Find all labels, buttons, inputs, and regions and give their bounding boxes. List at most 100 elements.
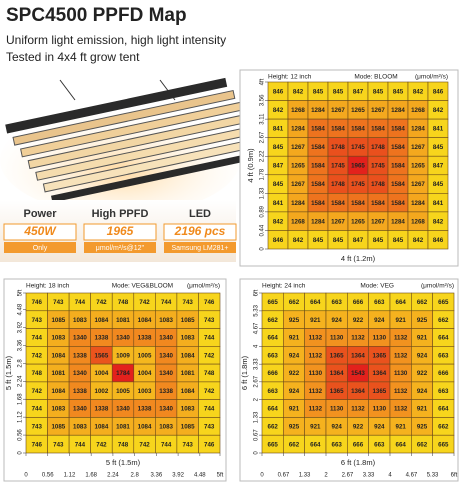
cell-label: 924 xyxy=(332,423,343,430)
cell-label: 743 xyxy=(183,299,194,306)
cell-label: 742 xyxy=(139,299,150,306)
cell-label: 1083 xyxy=(73,423,87,430)
height-label: Height: 18 inch xyxy=(26,283,70,290)
title: SPC4500 PPFD Map xyxy=(6,5,187,26)
cell-label: 1081 xyxy=(116,423,130,430)
cell-label: 748 xyxy=(118,299,129,306)
cell-label: 746 xyxy=(204,441,215,448)
cell-label: 744 xyxy=(161,299,172,306)
cell-label: 1340 xyxy=(116,406,130,413)
spec-note: Only xyxy=(33,245,48,252)
cell-label: 1365 xyxy=(330,352,344,359)
y-tick-label: 4.67 xyxy=(254,322,260,334)
cell-label: 842 xyxy=(413,237,424,244)
spec-label: Power xyxy=(23,208,57,220)
cell-label: 924 xyxy=(332,317,343,324)
cell-label: 662 xyxy=(289,299,300,306)
cell-label: 1584 xyxy=(391,163,405,170)
x-tick-label: 5ft xyxy=(217,473,224,479)
cell-label: 1340 xyxy=(73,335,87,342)
y-tick-label: 2.8 xyxy=(18,359,24,368)
cell-label: 742 xyxy=(204,352,215,359)
cell-label: 922 xyxy=(417,370,428,377)
cell-label: 1584 xyxy=(351,200,365,207)
cell-label: 1338 xyxy=(138,406,152,413)
cell-label: 746 xyxy=(204,299,215,306)
y-tick-label: 3.92 xyxy=(18,321,24,333)
cell-label: 1009 xyxy=(116,352,130,359)
y-tick-label: 0.67 xyxy=(254,429,260,441)
cell-label: 744 xyxy=(32,335,43,342)
cell-label: 664 xyxy=(310,441,321,448)
spec-note-bar xyxy=(84,242,156,253)
cell-label: 924 xyxy=(417,388,428,395)
cell-label: 924 xyxy=(289,388,300,395)
cell-label: 1543 xyxy=(351,370,365,377)
cell-label: 1132 xyxy=(309,352,323,359)
cell-label: 1130 xyxy=(309,370,323,377)
cell-label: 1284 xyxy=(411,126,425,133)
spec-note-bar xyxy=(4,242,76,253)
cell-label: 1084 xyxy=(138,317,152,324)
cell-label: 1083 xyxy=(51,406,65,413)
cell-label: 666 xyxy=(353,441,364,448)
cell-label: 921 xyxy=(417,335,428,342)
cell-label: 1132 xyxy=(394,388,408,395)
cell-label: 1284 xyxy=(411,200,425,207)
cell-label: 841 xyxy=(273,126,284,133)
mode-label: Mode: VEG&BLOOM xyxy=(112,283,173,290)
x-tick-label: 2.24 xyxy=(107,473,119,479)
cell-label: 1584 xyxy=(311,163,325,170)
cell-label: 1584 xyxy=(331,200,345,207)
cell-label: 1284 xyxy=(311,218,325,225)
cell-label: 1081 xyxy=(116,317,130,324)
y-tick-label: 3.11 xyxy=(260,113,266,125)
cell-label: 1284 xyxy=(391,107,405,114)
cell-label: 841 xyxy=(433,126,444,133)
cell-label: 847 xyxy=(353,88,364,95)
spec-note: Samsung LM281+ xyxy=(171,245,228,252)
cell-label: 842 xyxy=(413,88,424,95)
cell-label: 924 xyxy=(374,423,385,430)
cell-label: 1584 xyxy=(391,200,405,207)
cell-label: 744 xyxy=(161,441,172,448)
cell-label: 662 xyxy=(417,299,428,306)
cell-label: 845 xyxy=(273,144,284,151)
cell-label: 1338 xyxy=(95,335,109,342)
cell-label: 845 xyxy=(433,181,444,188)
cell-label: 742 xyxy=(96,299,107,306)
y-tick-label: 3.33 xyxy=(254,358,260,370)
cell-label: 1084 xyxy=(95,317,109,324)
subtitle: Tested in 4x4 ft grow tent xyxy=(6,50,140,64)
cell-label: 925 xyxy=(417,317,428,324)
y-tick-label: 2.24 xyxy=(18,375,24,387)
subtitle: Uniform light emission, high light inten… xyxy=(6,33,226,47)
y-tick-label: 0 xyxy=(260,247,266,251)
cell-label: 1340 xyxy=(159,352,173,359)
x-tick-label: 5.33 xyxy=(427,473,439,479)
cell-label: 921 xyxy=(310,423,321,430)
cell-label: 1584 xyxy=(371,126,385,133)
cell-label: 846 xyxy=(273,237,284,244)
y-tick-label: 1.12 xyxy=(18,411,24,423)
cell-label: 1340 xyxy=(159,370,173,377)
cell-label: 666 xyxy=(268,370,279,377)
unit-label: (μmol/m²/s) xyxy=(415,74,448,81)
cell-label: 1130 xyxy=(373,406,387,413)
cell-label: 1748 xyxy=(371,144,385,151)
cell-label: 1004 xyxy=(95,370,109,377)
cell-label: 1267 xyxy=(291,181,305,188)
cell-label: 1745 xyxy=(351,181,365,188)
cell-label: 1748 xyxy=(331,181,345,188)
cell-label: 1745 xyxy=(371,163,385,170)
unit-label: (μmol/m²/s) xyxy=(187,283,220,290)
cell-label: 744 xyxy=(75,441,86,448)
cell-label: 1265 xyxy=(291,163,305,170)
cell-label: 743 xyxy=(32,317,43,324)
y-tick-label: 4.48 xyxy=(18,303,24,315)
cell-label: 1084 xyxy=(181,352,195,359)
cell-label: 666 xyxy=(438,370,449,377)
cell-label: 1084 xyxy=(181,388,195,395)
cell-label: 1338 xyxy=(138,335,152,342)
cell-label: 1584 xyxy=(391,126,405,133)
